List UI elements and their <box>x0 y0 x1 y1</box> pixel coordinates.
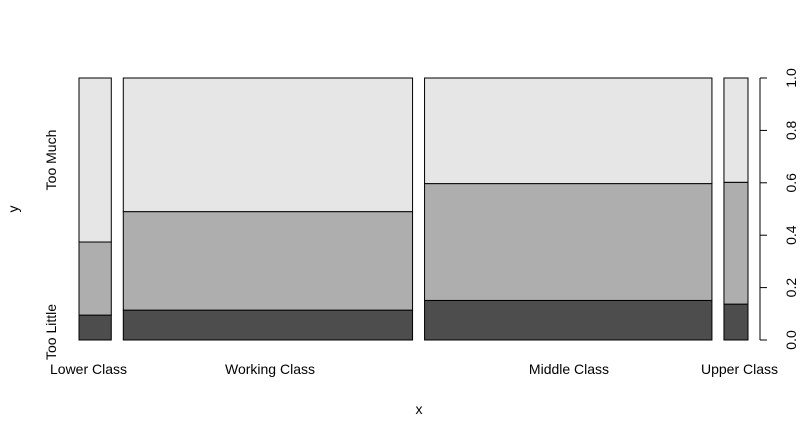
right-axis-tick-label: 0.0 <box>783 330 799 350</box>
spine-segment <box>723 181 749 305</box>
spine-segment <box>78 314 112 341</box>
right-axis-tick-label: 0.8 <box>783 120 799 140</box>
right-axis-tick-label: 1.0 <box>783 68 799 88</box>
right-axis-tick-label: 0.6 <box>783 173 799 193</box>
spine-segment <box>723 303 749 341</box>
y-level-label: Too Little <box>43 304 59 360</box>
spine-segment <box>424 299 713 341</box>
spine-bars <box>78 77 749 341</box>
spine-segment <box>424 183 713 301</box>
x-tick-label: Working Class <box>225 361 315 377</box>
x-axis-title: x <box>416 401 423 417</box>
spine-segment <box>122 77 414 213</box>
spine-segment <box>122 309 414 341</box>
y-axis-title: y <box>5 206 21 213</box>
right-axis-tick-label: 0.2 <box>783 278 799 298</box>
spine-segment <box>122 211 414 311</box>
right-axis-tick-label: 0.4 <box>783 225 799 245</box>
spine-segment <box>723 77 749 183</box>
x-tick-label: Lower Class <box>50 361 127 377</box>
x-axis-labels: Lower Class Working Class Middle Class Uppe… <box>50 361 778 377</box>
left-y-axis-labels: Too Little Too Much <box>43 130 59 360</box>
y-level-label: Too Much <box>43 130 59 191</box>
spine-segment <box>78 77 112 243</box>
x-tick-label: Middle Class <box>529 361 609 377</box>
x-tick-label: Upper Class <box>701 361 778 377</box>
right-y-axis: 0.0 0.2 0.4 0.6 0.8 1.0 <box>759 68 799 350</box>
spine-segment <box>424 77 713 185</box>
spine-segment <box>78 241 112 316</box>
